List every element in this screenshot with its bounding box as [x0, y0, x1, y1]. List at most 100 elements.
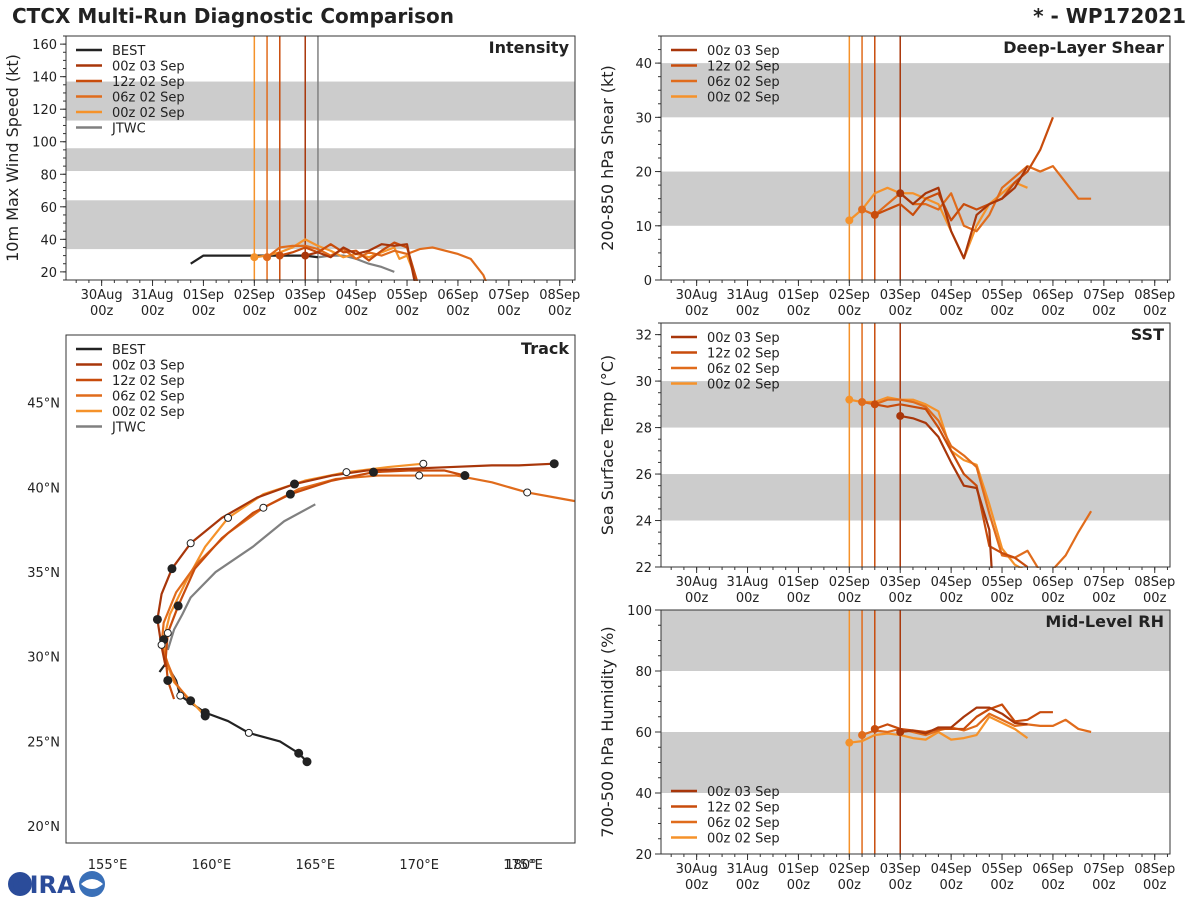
series-marker [870, 724, 879, 733]
logo-globe-icon [8, 872, 32, 896]
x-tick-label: 02Sep [234, 288, 275, 303]
x-tick-label: 00z [787, 878, 811, 893]
x-tick-label: 30Aug [676, 288, 718, 303]
x-tick-label: 07Sep [488, 288, 529, 303]
series-line [874, 703, 1053, 734]
legend-label: 00z 02 Sep [707, 91, 780, 106]
legend-label: 06z 02 Sep [112, 91, 185, 106]
legend-label: JTWC [111, 122, 146, 137]
x-tick-label: 05Sep [982, 862, 1023, 877]
track-marker-open [157, 640, 166, 649]
track-marker-filled [186, 696, 196, 706]
track-marker-open [163, 629, 172, 638]
x-tick-label: 08Sep [1134, 288, 1175, 303]
legend-label: 00z 03 Sep [707, 785, 780, 800]
x-tick-label: 00z [685, 304, 709, 319]
y-tick-label: 20 [40, 266, 57, 281]
track-marker-open [342, 468, 351, 477]
logo-text: CIRA [12, 871, 76, 899]
x-tick-label: 165°E [296, 858, 336, 873]
series-marker [263, 253, 272, 262]
series-marker [845, 738, 854, 747]
x-tick-label: 155°E [88, 858, 128, 873]
y-tick-label: 0 [644, 274, 652, 289]
series-line [254, 238, 419, 283]
series-marker [301, 251, 310, 260]
x-tick-label: 07Sep [1083, 288, 1124, 303]
x-tick-label: 05Sep [982, 288, 1023, 303]
x-tick-label: 00z [90, 304, 114, 319]
x-tick-label: 00z [838, 591, 862, 606]
track-marker-filled [290, 479, 300, 489]
y-axis-label: 200-850 hPa Shear (kt) [598, 65, 617, 251]
panel-title: Mid-Level RH [1045, 612, 1164, 631]
track-marker-open [224, 513, 233, 522]
shaded-band [66, 81, 575, 121]
x-tick-label: 00z [787, 304, 811, 319]
y-tick-label: 22 [635, 561, 652, 576]
x-tick-label: 04Sep [931, 862, 972, 877]
x-tick-label: 04Sep [336, 288, 377, 303]
x-tick-label: 160°E [192, 858, 232, 873]
panel-title: Intensity [489, 38, 570, 57]
x-tick-label: 00z [1092, 878, 1116, 893]
x-tick-label: 31Aug [132, 288, 174, 303]
x-tick-label: 00z [838, 878, 862, 893]
series-marker [858, 205, 867, 214]
legend-label: 00z 03 Sep [112, 359, 185, 374]
x-tick-label: 00z [243, 304, 267, 319]
x-tick-label: 00z [889, 304, 913, 319]
y-tick-label: 35°N [27, 566, 60, 581]
x-tick-label: 00z [685, 878, 709, 893]
series-line [874, 403, 1029, 568]
track-line [166, 503, 316, 651]
x-tick-label: 30Aug [676, 575, 718, 590]
y-tick-label: 20 [635, 848, 652, 863]
track-marker-filled [163, 675, 173, 685]
track-marker-filled [302, 757, 312, 767]
x-tick-label: 00z [1041, 878, 1065, 893]
y-tick-label: 20°N [27, 820, 60, 835]
storm-id: * - WP172021 [1033, 4, 1186, 28]
track-marker-filled [549, 459, 559, 469]
legend-label: 06z 02 Sep [707, 816, 780, 831]
x-tick-label: 06Sep [1032, 288, 1073, 303]
x-tick-label: 180° [505, 858, 536, 873]
y-tick-label: 26 [635, 468, 652, 483]
x-tick-label: 00z [787, 591, 811, 606]
track-marker-filled [460, 471, 470, 481]
track-marker-filled [368, 467, 378, 477]
y-tick-label: 60 [40, 201, 57, 216]
track-marker-open [523, 488, 532, 497]
y-tick-label: 140 [32, 71, 57, 86]
y-tick-label: 160 [32, 38, 57, 53]
x-tick-label: 03Sep [285, 288, 326, 303]
track-marker-open [176, 691, 185, 700]
shaded-band [661, 474, 1170, 521]
x-tick-label: 00z [1041, 304, 1065, 319]
track-marker-filled [294, 748, 304, 758]
x-tick-label: 08Sep [1134, 575, 1175, 590]
y-tick-label: 30 [635, 111, 652, 126]
series-marker [896, 189, 905, 198]
y-tick-label: 40 [635, 787, 652, 802]
x-tick-label: 06Sep [1032, 862, 1073, 877]
track-marker-open [419, 459, 428, 468]
x-tick-label: 00z [141, 304, 165, 319]
x-tick-label: 31Aug [727, 862, 769, 877]
x-tick-label: 01Sep [778, 862, 819, 877]
x-tick-label: 31Aug [727, 288, 769, 303]
x-tick-label: 05Sep [387, 288, 428, 303]
legend-label: 00z 02 Sep [707, 378, 780, 393]
y-tick-label: 100 [32, 136, 57, 151]
x-tick-label: 00z [990, 591, 1014, 606]
y-tick-label: 40°N [27, 481, 60, 496]
legend-label: BEST [112, 343, 145, 358]
y-tick-label: 120 [32, 103, 57, 118]
y-axis-label: 10m Max Wind Speed (kt) [3, 54, 22, 262]
series-marker [858, 731, 867, 740]
